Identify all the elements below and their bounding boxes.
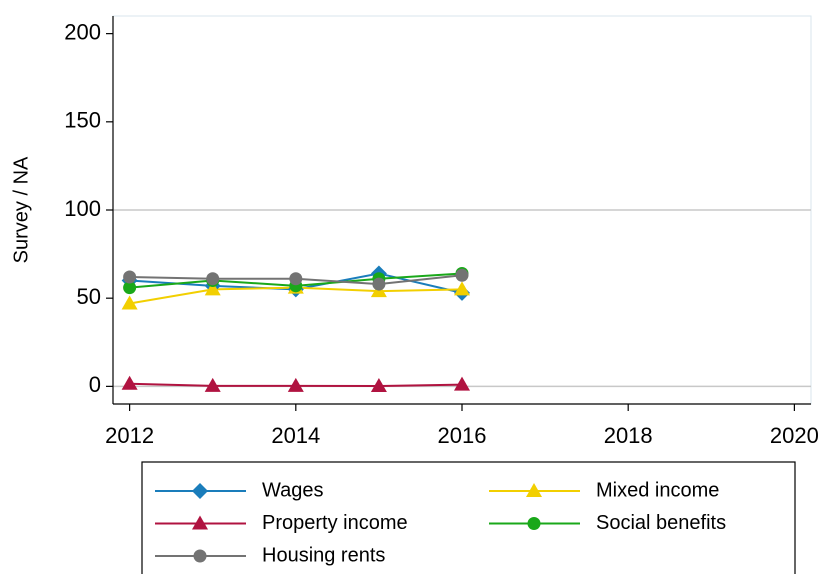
x-tick-label: 2018 [604,423,653,448]
legend-label: Wages [262,479,324,501]
y-tick-label: 100 [64,196,101,221]
marker [121,295,138,310]
marker [204,377,221,392]
legend-label: Property income [262,512,408,534]
x-tick-label: 2020 [770,423,819,448]
marker [454,376,470,391]
marker [123,281,137,295]
y-tick-label: 0 [89,372,101,397]
marker [204,281,221,296]
legend-marker [526,483,542,497]
marker [454,281,470,296]
y-tick-label: 150 [64,108,101,133]
legend-marker [527,517,541,530]
legend-marker [192,483,208,499]
marker [370,378,387,393]
legend-label: Housing rents [262,544,385,566]
legend-marker [192,515,208,530]
x-tick-label: 2012 [105,423,154,448]
legend-box [141,461,796,574]
y-tick-label: 200 [64,19,101,44]
x-tick-label: 2016 [438,423,487,448]
y-tick-label: 50 [77,284,101,309]
y-axis-label: Survey / NA [10,156,32,263]
marker [455,268,469,282]
marker [206,272,220,286]
marker [372,277,386,291]
x-tick-label: 2014 [271,423,320,448]
legend-label: Mixed income [596,479,719,501]
marker [121,375,138,390]
marker [289,272,303,286]
marker [123,270,137,284]
legend-label: Social benefits [596,512,726,534]
legend-marker [193,549,207,563]
marker [287,377,304,392]
